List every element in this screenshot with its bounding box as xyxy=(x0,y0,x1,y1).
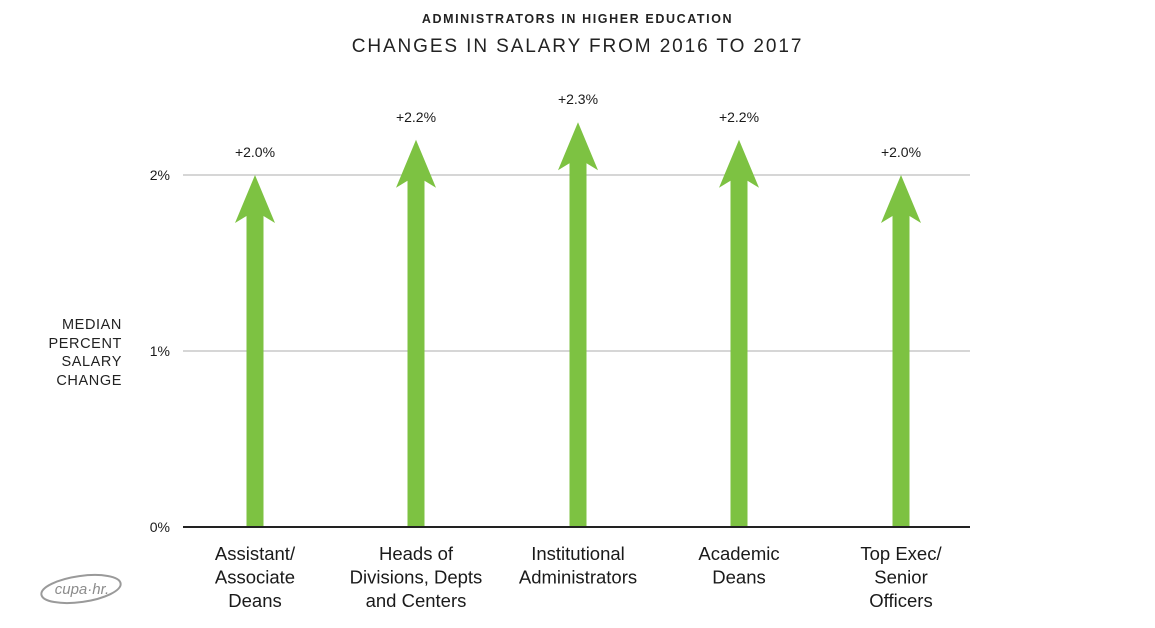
y-axis-label: MEDIAN PERCENT SALARY CHANGE xyxy=(30,316,122,390)
logo-text: cupa·hr. xyxy=(55,581,109,598)
x-tick-label: Associate xyxy=(215,567,295,588)
cupa-hr-logo: cupa·hr. xyxy=(40,573,122,605)
x-tick-label: Top Exec/ xyxy=(860,543,942,564)
y-tick-label: 1% xyxy=(150,343,170,359)
chart-subtitle: ADMINISTRATORS IN HIGHER EDUCATION xyxy=(421,12,734,26)
arrow-bar xyxy=(719,139,759,528)
y-axis-label-line: MEDIAN xyxy=(62,317,122,333)
y-tick-label: 2% xyxy=(150,167,170,183)
arrow-bar xyxy=(558,122,598,527)
x-tick-label: Officers xyxy=(869,590,932,611)
y-axis-label-line: CHANGE xyxy=(56,372,122,389)
y-axis-label-line: PERCENT xyxy=(48,335,122,352)
x-tick-label: and Centers xyxy=(366,590,467,611)
x-tick-label: Senior xyxy=(874,567,927,588)
y-axis-label-line: SALARY xyxy=(61,354,122,370)
arrow-bar xyxy=(881,175,921,527)
data-label: +2.3% xyxy=(558,91,598,107)
x-tick-label: Deans xyxy=(228,590,281,611)
data-label: +2.0% xyxy=(881,144,921,160)
x-tick-label: Institutional xyxy=(531,543,625,564)
x-tick-label: Academic xyxy=(698,543,779,564)
x-tick-label: Heads of xyxy=(379,543,454,564)
x-tick-label: Divisions, Depts xyxy=(350,567,483,588)
arrow-bar xyxy=(235,175,275,527)
data-label: +2.0% xyxy=(235,144,275,160)
arrow-bar xyxy=(396,139,436,528)
data-label: +2.2% xyxy=(719,109,759,125)
x-tick-label: Assistant/ xyxy=(215,543,296,564)
data-label: +2.2% xyxy=(396,109,436,125)
x-tick-label: Administrators xyxy=(519,567,637,588)
x-tick-label: Deans xyxy=(712,567,765,588)
y-tick-label: 0% xyxy=(150,519,170,535)
chart-title: CHANGES IN SALARY FROM 2016 TO 2017 xyxy=(351,36,804,57)
